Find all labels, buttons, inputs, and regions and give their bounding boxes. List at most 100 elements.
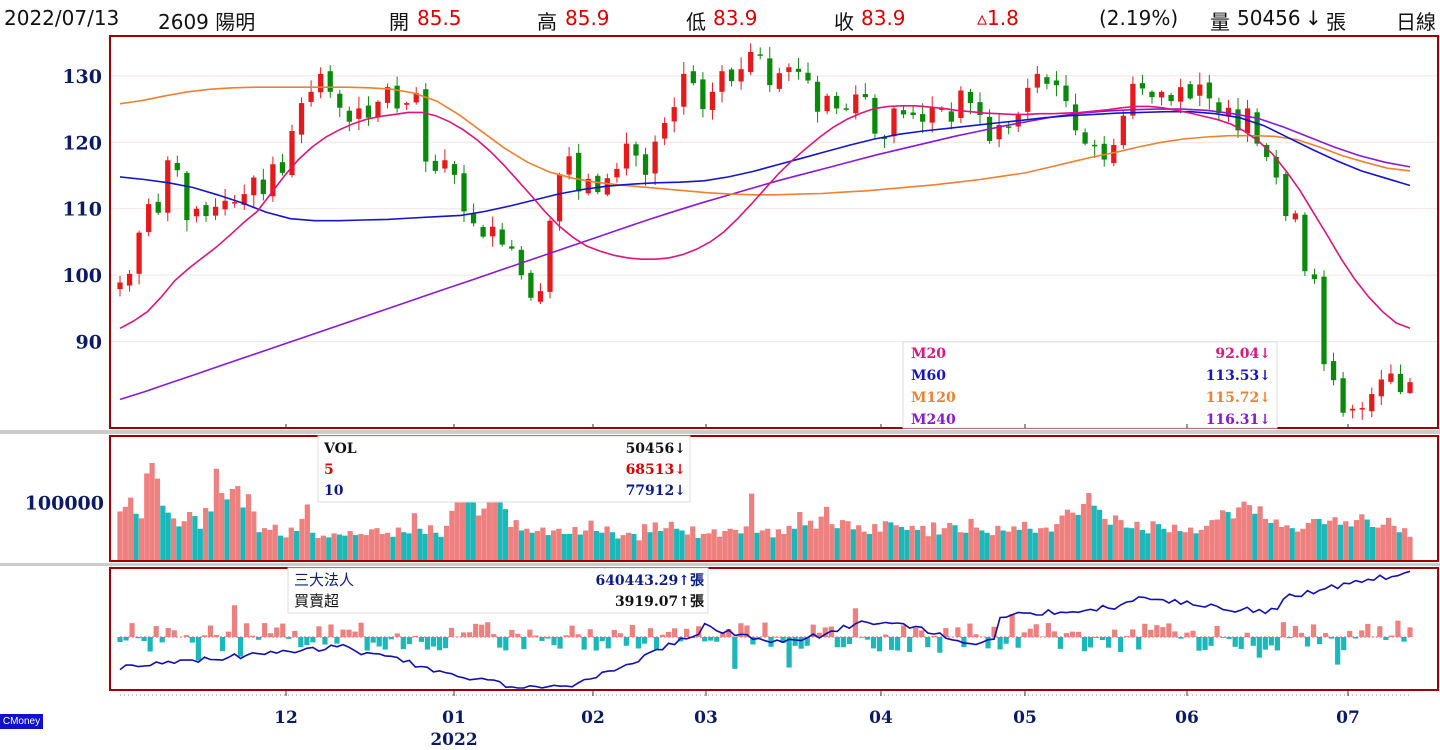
net-sell-bar bbox=[1208, 637, 1214, 646]
net-buy-bar bbox=[822, 627, 828, 637]
net-buy-bar bbox=[473, 623, 479, 637]
net-sell-bar bbox=[1341, 637, 1347, 651]
volume-bar bbox=[1048, 531, 1054, 561]
net-buy-bar bbox=[991, 626, 997, 637]
institutional-cumulative-line bbox=[119, 570, 1411, 689]
volume-bar bbox=[706, 533, 712, 561]
net-sell-bar bbox=[714, 637, 720, 642]
candle-body bbox=[1111, 144, 1117, 164]
volume-bar bbox=[1113, 515, 1119, 561]
net-sell-bar bbox=[334, 637, 340, 644]
candle-body bbox=[1034, 73, 1040, 88]
volume-bar bbox=[1187, 527, 1194, 561]
ma-legend-value: 115.72↓ bbox=[1206, 390, 1271, 406]
net-buy-bar bbox=[1377, 626, 1383, 637]
candle-body bbox=[1311, 274, 1318, 280]
candle-body bbox=[260, 179, 266, 195]
panel-frame bbox=[109, 567, 1439, 691]
net-sell-bar bbox=[1238, 637, 1244, 649]
volume-bar bbox=[331, 533, 337, 561]
net-buy-bar bbox=[1166, 623, 1172, 637]
volume-bar bbox=[973, 527, 980, 561]
volume-bar bbox=[722, 531, 728, 561]
volume-bar bbox=[229, 488, 236, 561]
candle-body bbox=[585, 178, 591, 194]
net-buy-bar bbox=[1184, 632, 1190, 637]
net-buy-bar bbox=[1347, 630, 1353, 637]
net-sell-bar bbox=[1196, 637, 1202, 651]
net-buy-bar bbox=[1027, 628, 1033, 637]
net-buy-bar bbox=[1148, 629, 1154, 637]
volume-tick-label: 100000 bbox=[25, 492, 104, 514]
volume-bar bbox=[957, 532, 963, 561]
net-sell-bar bbox=[961, 637, 967, 648]
month-label: 02 bbox=[581, 708, 605, 728]
candle-layer bbox=[117, 43, 1413, 420]
net-buy-bar bbox=[250, 635, 256, 637]
net-sell-bar bbox=[1105, 637, 1112, 648]
volume-bar bbox=[288, 527, 294, 561]
volume-bar bbox=[1236, 507, 1242, 561]
volume-legend-name: 5 bbox=[324, 462, 334, 478]
net-sell-bar bbox=[786, 637, 792, 668]
candle-body bbox=[1101, 143, 1107, 160]
candle-body bbox=[1321, 276, 1327, 365]
candle-body bbox=[929, 107, 935, 123]
volume-bar bbox=[856, 525, 862, 561]
net-sell-bar bbox=[123, 637, 129, 641]
net-sell-bar bbox=[864, 637, 871, 640]
net-sell-bar bbox=[545, 637, 551, 639]
candle-body bbox=[1225, 107, 1232, 117]
net-buy-bar bbox=[346, 629, 352, 637]
volume-bar bbox=[829, 524, 835, 561]
volume-bar bbox=[599, 532, 605, 561]
volume-bar bbox=[1096, 509, 1103, 561]
candle-body bbox=[289, 131, 295, 176]
volume-bar bbox=[240, 507, 246, 561]
month-label: 05 bbox=[1013, 708, 1037, 728]
net-buy-bar bbox=[738, 623, 744, 637]
volume-bar bbox=[1139, 529, 1145, 561]
net-sell-bar bbox=[599, 637, 605, 642]
candle-body bbox=[1369, 394, 1375, 412]
volume-bar bbox=[486, 445, 492, 561]
panel-separator bbox=[0, 563, 1440, 566]
volume-bar bbox=[797, 512, 803, 561]
volume-bar bbox=[545, 535, 551, 561]
volume-bar bbox=[775, 529, 781, 561]
volume-bar bbox=[674, 528, 680, 561]
volume-bar bbox=[176, 526, 182, 561]
net-buy-bar bbox=[852, 608, 859, 637]
net-sell-bar bbox=[895, 637, 901, 651]
volume-bar bbox=[1129, 528, 1135, 561]
volume-bar bbox=[1022, 521, 1028, 561]
net-sell-bar bbox=[581, 637, 587, 650]
ma-legend-value: 113.53↓ bbox=[1206, 368, 1271, 384]
volume-bar bbox=[1005, 531, 1012, 561]
volume-bar bbox=[1284, 525, 1290, 561]
volume-bar bbox=[1080, 503, 1087, 561]
volume-bar bbox=[754, 532, 760, 561]
cmoney-logo[interactable]: CMoney bbox=[0, 714, 43, 729]
net-buy-bar bbox=[412, 635, 418, 637]
volume-bar bbox=[358, 533, 364, 561]
candle-body bbox=[805, 72, 811, 81]
net-buy-bar bbox=[262, 623, 268, 637]
candle-body bbox=[862, 94, 868, 98]
net-sell-bar bbox=[256, 637, 262, 640]
volume-bar bbox=[941, 528, 947, 561]
volume-bar bbox=[449, 510, 455, 561]
net-sell-bar bbox=[834, 637, 840, 648]
net-sell-bar bbox=[1274, 637, 1280, 651]
change-value: ▵1.8 bbox=[977, 6, 1019, 30]
volume-bar bbox=[251, 511, 257, 561]
candle-body bbox=[1044, 77, 1050, 84]
volume-bar bbox=[1123, 527, 1129, 561]
net-sell-bar bbox=[382, 637, 388, 650]
net-sell-bar bbox=[1093, 637, 1100, 638]
net-buy-bar bbox=[744, 625, 750, 637]
volume-bar bbox=[845, 521, 851, 561]
ma-legend-name: M120 bbox=[911, 390, 956, 406]
volume-bar bbox=[1241, 501, 1247, 561]
